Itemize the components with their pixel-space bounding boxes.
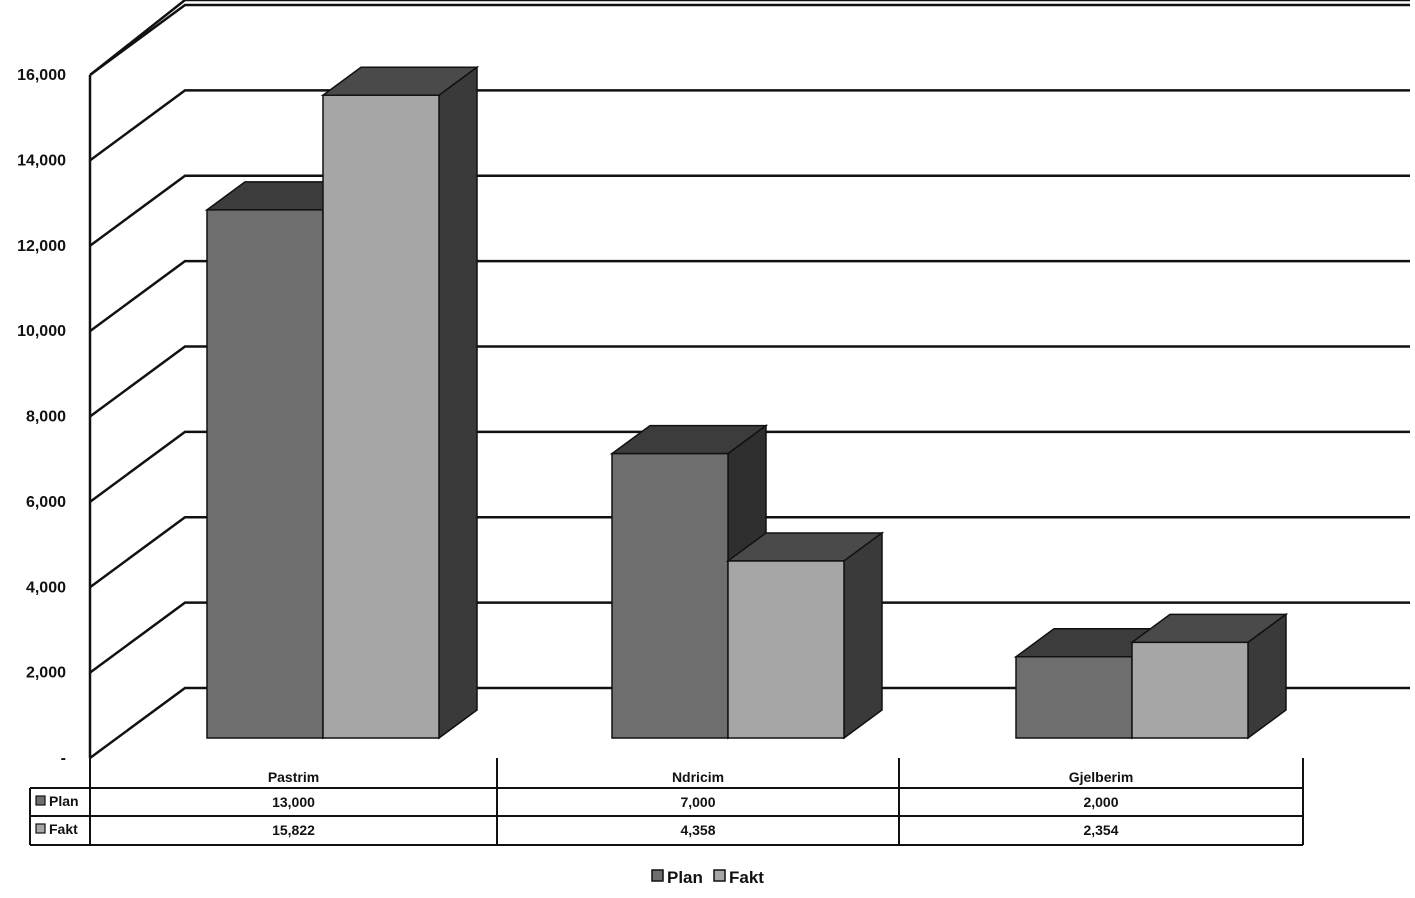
bar-side [438,65,478,740]
legend: Plan Fakt [651,868,764,887]
legend-label-plan: Plan [667,868,703,887]
bar-fakt-gjelberim [1129,612,1289,740]
y-tick-label: 6,000 [26,494,66,511]
table-value: 7,000 [680,794,715,810]
bar-front [1015,656,1133,739]
bar-side [843,531,883,740]
table-series-label: Fakt [49,821,78,837]
table-legend-swatch [35,795,46,806]
y-axis: - 2,000 4,000 6,000 8,000 10,000 12,000 14,000 1… [17,67,92,767]
bars [204,65,1289,740]
y-tick-label: - [61,750,66,767]
bar-front [1131,641,1249,739]
table-value: 13,000 [272,794,315,810]
bar-front [322,94,440,739]
table-value: 2,000 [1083,794,1118,810]
table-value: 15,822 [272,822,315,838]
gridline [89,259,1410,333]
category-label: Ndricim [672,769,724,785]
gridline [89,3,1410,77]
legend-swatch-fakt [713,869,726,882]
bar-front [206,209,324,739]
gridline [89,89,1410,162]
data-table: Pastrim 13,000 15,822 Ndricim 7,000 4,358 Gjel… [29,758,1304,846]
gridline [89,0,186,76]
y-tick-label: 2,000 [26,665,66,682]
gridline [89,430,1410,503]
category-label: Pastrim [268,769,319,785]
gridline [89,516,1410,589]
bar-front [611,452,729,739]
gridlines [89,0,1410,760]
y-tick-label: 14,000 [17,152,66,169]
legend-swatch-plan [651,869,664,882]
y-tick-label: 16,000 [17,67,66,84]
y-tick-label: 8,000 [26,409,66,426]
table-legend-swatch [35,823,46,834]
table-value: 4,358 [680,822,715,838]
bar-fakt-pastrim [320,65,480,740]
y-tick-label: 12,000 [17,238,66,255]
y-tick-label: 4,000 [26,579,66,596]
category-label: Gjelberim [1069,769,1134,785]
legend-label-fakt: Fakt [729,868,764,887]
gridline [89,345,1410,418]
y-tick-label: 10,000 [17,323,66,340]
bar-front [727,560,845,739]
table-series-label: Plan [49,793,79,809]
bar-fakt-ndricim [725,531,885,740]
gridline [89,601,1410,674]
gridline [89,174,1410,247]
gridline [89,686,1410,760]
table-value: 2,354 [1083,822,1118,838]
